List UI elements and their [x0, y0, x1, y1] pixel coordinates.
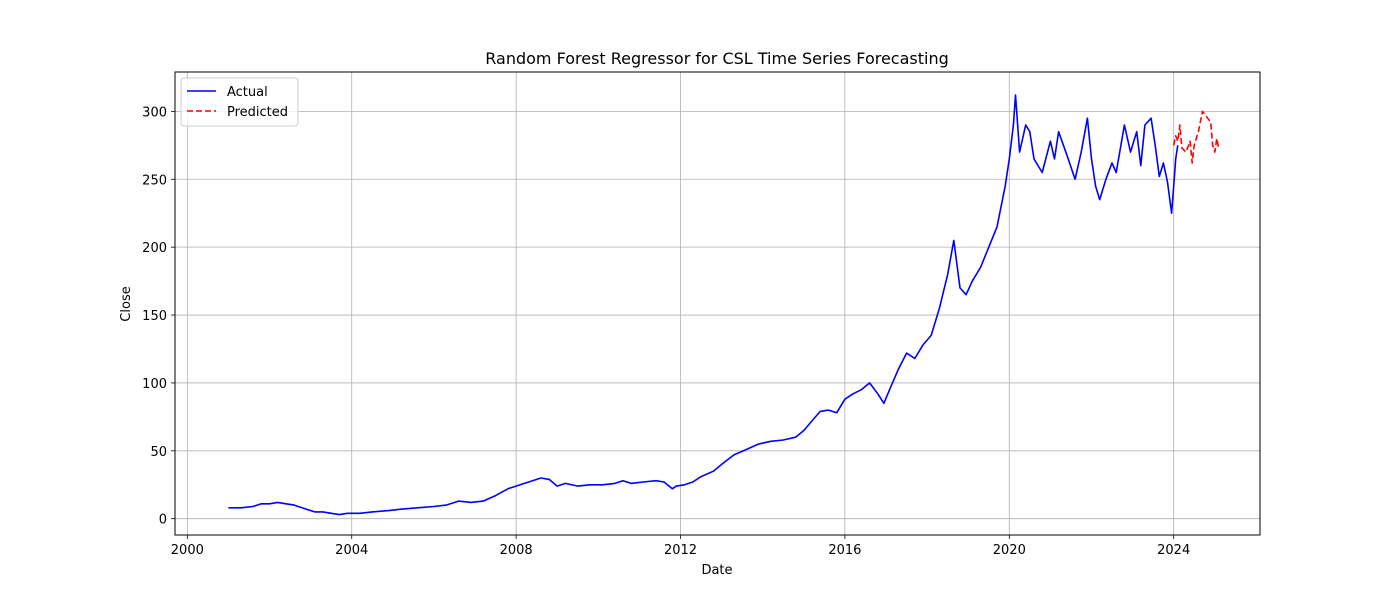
y-tick-label: 250 — [142, 173, 167, 188]
series-line-predicted — [1172, 110, 1220, 164]
x-tick-label: 2016 — [828, 543, 861, 558]
y-tick-label: 300 — [142, 105, 167, 120]
legend-label-actual: Actual — [227, 85, 268, 100]
x-tick-label: 2024 — [1157, 543, 1190, 558]
legend-label-predicted: Predicted — [227, 105, 288, 120]
series-layer — [228, 94, 1220, 516]
plot-frame — [174, 71, 1261, 536]
y-tick-label: 50 — [150, 445, 167, 460]
x-tick-label: 2008 — [500, 543, 533, 558]
y-tick-label: 150 — [142, 309, 167, 324]
x-tick-label: 2000 — [171, 543, 204, 558]
y-tick-label: 200 — [142, 241, 167, 256]
legend-box — [180, 77, 299, 127]
x-tick-label: 2020 — [993, 543, 1026, 558]
x-axis-label: Date — [701, 563, 732, 578]
x-tick-label: 2012 — [664, 543, 697, 558]
y-axis-label: Close — [119, 286, 134, 321]
y-axis: 0 50 100 150 200 250 300 — [142, 105, 175, 528]
y-tick-label: 0 — [159, 513, 167, 528]
series-line-actual — [228, 94, 1179, 516]
chart-title: Random Forest Regressor for CSL Time Ser… — [485, 49, 949, 68]
legend: Actual Predicted — [180, 77, 299, 127]
y-tick-label: 100 — [142, 377, 167, 392]
x-tick-label: 2004 — [335, 543, 368, 558]
grid — [175, 72, 1260, 535]
x-axis: 2000 2004 2008 2012 2016 2020 2024 — [171, 535, 1190, 558]
